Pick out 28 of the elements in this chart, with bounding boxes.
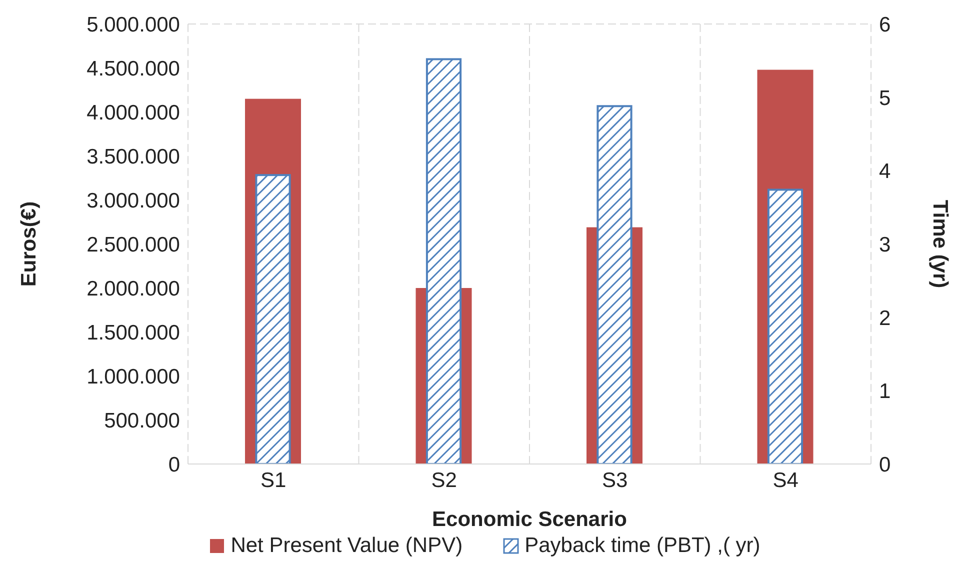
x-tick-label: S3 bbox=[602, 468, 628, 492]
y2-tick-label: 5 bbox=[879, 86, 891, 110]
bar bbox=[767, 188, 804, 464]
legend-label: Net Present Value (NPV) bbox=[230, 534, 463, 558]
x-tick-label: S4 bbox=[772, 468, 799, 492]
y2-tick-label: 0 bbox=[879, 453, 891, 476]
x-tick-label: S1 bbox=[260, 468, 286, 492]
y2-tick-label: 1 bbox=[879, 380, 891, 404]
y-tick-label: 5.000.000 bbox=[86, 13, 180, 36]
y2-tick-label: 6 bbox=[879, 13, 891, 36]
y-tick-label: 4.000.000 bbox=[86, 101, 180, 124]
y-tick-label: 500.000 bbox=[104, 409, 180, 432]
y2-tick-label: 4 bbox=[879, 160, 891, 184]
x-tick-label: S2 bbox=[431, 468, 457, 492]
y-tick-label: 1.000.000 bbox=[86, 365, 180, 388]
y-tick-label: 0 bbox=[168, 453, 180, 476]
y-axis-title: Euros(€) bbox=[17, 201, 40, 287]
y-tick-label: 3.500.000 bbox=[86, 145, 180, 168]
y-tick-label: 3.000.000 bbox=[86, 189, 180, 212]
legend-label: Payback time (PBT) ,( yr) bbox=[524, 534, 760, 558]
y-tick-label: 1.500.000 bbox=[86, 321, 180, 344]
y-tick-label: 4.500.000 bbox=[86, 57, 180, 80]
y2-tick-label: 3 bbox=[879, 233, 891, 256]
x-axis-title: Economic Scenario bbox=[432, 508, 627, 531]
y2-axis-title: Time (yr) bbox=[928, 200, 952, 288]
y-tick-label: 2.500.000 bbox=[86, 233, 180, 256]
y2-tick-label: 2 bbox=[879, 306, 891, 330]
y-tick-label: 2.000.000 bbox=[86, 277, 180, 300]
